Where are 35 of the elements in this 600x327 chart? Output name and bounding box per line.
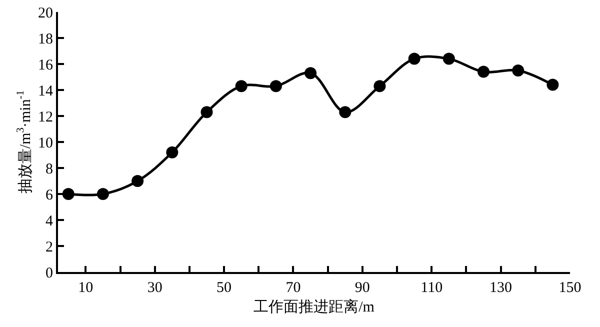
- x-tick-label: 50: [216, 280, 232, 296]
- y-tick-label: 6: [46, 187, 54, 204]
- y-tick-label: 18: [38, 31, 53, 48]
- point: [200, 106, 213, 118]
- point: [512, 64, 524, 76]
- x-tick-label: 150: [558, 280, 582, 296]
- point: [478, 66, 490, 78]
- x-tick-label: 110: [420, 280, 443, 296]
- y-tick-label: 2: [46, 239, 53, 256]
- point: [132, 175, 144, 187]
- point: [546, 78, 559, 91]
- point: [166, 146, 178, 158]
- point: [374, 80, 386, 92]
- point: [408, 52, 420, 65]
- y-tick-label: 16: [38, 57, 54, 74]
- y-tick-label: 0: [46, 265, 53, 282]
- x-axis-title: 工作面推进距离/m: [254, 298, 375, 316]
- point: [339, 106, 352, 118]
- x-tick-label: 30: [147, 280, 162, 296]
- y-tick-label: 8: [46, 161, 53, 178]
- x-tick-label: 70: [286, 280, 301, 296]
- y-tick-label: 4: [46, 213, 54, 230]
- y-tick-label: 10: [38, 135, 53, 152]
- point: [270, 80, 282, 92]
- point: [235, 80, 248, 92]
- y-tick-label: 14: [38, 83, 54, 100]
- y-tick-label: 20: [38, 5, 53, 22]
- point: [62, 188, 74, 200]
- y-tick-label: 12: [38, 109, 53, 126]
- x-tick-label: 90: [354, 280, 370, 296]
- point: [304, 67, 317, 80]
- x-tick-label: 10: [78, 280, 94, 296]
- point: [442, 52, 455, 65]
- point: [96, 188, 109, 200]
- x-tick-label: 130: [490, 280, 512, 296]
